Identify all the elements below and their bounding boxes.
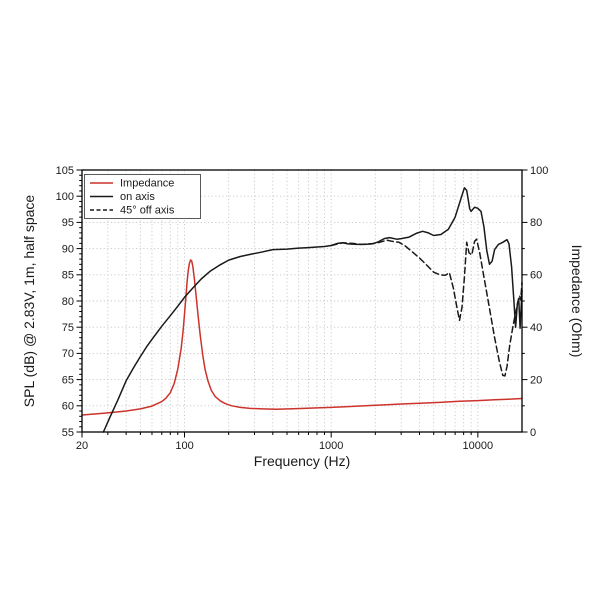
legend-label-impedance: Impedance (120, 178, 174, 190)
axes-layer: 20 100 1000 10000 55 60 65 70 75 80 85 90 95 100 105 0 2… (56, 165, 549, 452)
y-left-tick-label: 95 (62, 217, 74, 229)
y-right-tick-label: 100 (530, 165, 548, 177)
x-tick-label: 1000 (319, 440, 343, 452)
legend: Impedance on axis 45° off axis (84, 174, 201, 219)
series-on-axis (102, 187, 523, 433)
y-left-tick-label: 65 (62, 374, 74, 386)
y-right-tick-label: 0 (530, 427, 536, 439)
series-45-off-axis (330, 238, 523, 377)
y-left-axis-title: SPL (dB) @ 2.83V, 1m, half space (21, 195, 37, 408)
x-tick-label: 10000 (463, 440, 494, 452)
x-axis-title: Frequency (Hz) (254, 453, 350, 469)
y-left-tick-label: 70 (62, 348, 74, 360)
series-layer (81, 187, 523, 433)
y-left-tick-label: 55 (62, 427, 74, 439)
y-left-tick-label: 90 (62, 243, 74, 255)
y-left-tick-label: 80 (62, 296, 74, 308)
y-left-tick-label: 60 (62, 401, 74, 413)
y-left-tick-label: 100 (56, 191, 74, 203)
x-tick-label: 20 (76, 440, 88, 452)
y-right-tick-label: 20 (530, 374, 542, 386)
y-right-axis-title: Impedance (Ohm) (569, 245, 585, 358)
legend-label-on-axis: on axis (120, 191, 155, 203)
y-left-tick-label: 75 (62, 322, 74, 334)
x-tick-label: 100 (175, 440, 193, 452)
legend-label-off-axis: 45° off axis (120, 205, 175, 217)
y-left-tick-label: 105 (56, 165, 74, 177)
y-right-tick-label: 40 (530, 322, 542, 334)
series-impedance (81, 259, 523, 416)
y-left-tick-label: 85 (62, 270, 74, 282)
y-right-tick-label: 80 (530, 217, 542, 229)
y-right-tick-label: 60 (530, 270, 542, 282)
